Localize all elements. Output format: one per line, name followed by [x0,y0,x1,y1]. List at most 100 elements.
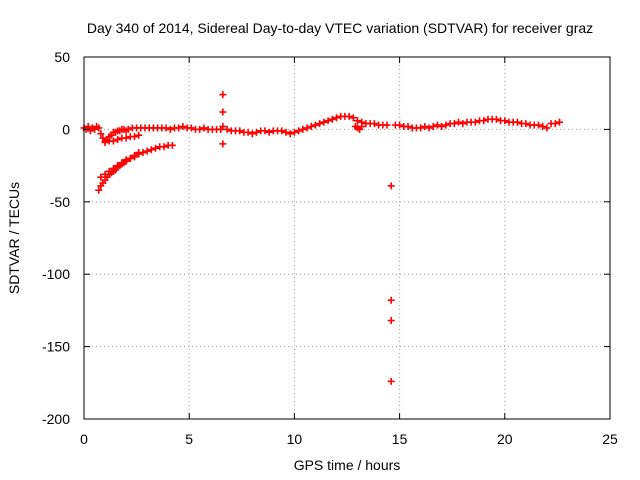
data-point [261,127,269,135]
data-point [84,123,92,131]
data-point [286,130,294,138]
data-point [328,115,336,123]
data-point [480,117,488,125]
data-point [387,296,395,304]
data-point [311,121,319,129]
y-tick-label: -200 [42,411,70,427]
data-point [244,128,252,136]
data-point [307,123,315,131]
data-point [421,123,429,131]
data-point [387,377,395,385]
data-point [166,125,174,133]
data-point [556,118,564,126]
data-point [162,124,170,132]
data-point [522,120,530,128]
data-point [501,117,509,125]
data-point [109,137,117,145]
data-point [152,144,160,152]
data-point [396,121,404,129]
axis-ticks [83,56,611,420]
data-point [459,120,467,128]
data-point [124,125,132,133]
data-point [358,123,366,131]
data-point [219,91,227,99]
data-point [278,127,286,135]
plot-frame [83,56,611,420]
data-point [534,121,542,129]
data-point [122,134,130,142]
data-point [97,130,105,138]
data-point [143,147,151,155]
y-tick-label: -150 [42,339,70,355]
data-point [387,317,395,325]
data-point [122,156,130,164]
data-point [354,117,362,125]
data-point [324,117,332,125]
data-point [551,120,559,128]
data-point [543,124,551,132]
data-point [248,130,256,138]
data-point [219,140,227,148]
data-point [433,121,441,129]
y-tick-labels: -200 -150 -100 -50 0 50 [42,49,70,427]
data-point [219,123,227,131]
x-tick-label: 15 [392,431,408,447]
chart-title: Day 340 of 2014, Sidereal Day-to-day VTE… [87,20,593,36]
x-axis-label: GPS time / hours [294,457,401,473]
data-point [253,128,261,136]
data-point [303,124,311,132]
data-point [187,124,195,132]
data-point [126,154,134,162]
data-points [80,91,564,385]
data-point [349,114,357,122]
x-tick-label: 25 [602,431,618,447]
data-point [290,128,298,136]
data-point [450,120,458,128]
x-tick-label: 0 [80,431,88,447]
data-point [387,182,395,190]
y-tick-label: 0 [62,121,70,137]
data-point [95,186,103,194]
data-point [135,131,143,139]
data-point [429,123,437,131]
y-axis-label: SDTVAR / TECUs [6,182,22,294]
data-point [147,146,155,154]
data-point [320,118,328,126]
data-point [97,173,105,181]
data-point [179,123,187,131]
x-tick-label: 20 [497,431,513,447]
data-point [223,125,231,133]
data-point [345,112,353,120]
data-point [282,128,290,136]
data-point [383,121,391,129]
data-point [200,124,208,132]
data-point [404,123,412,131]
data-point [295,127,303,135]
data-point [332,114,340,122]
data-point [236,127,244,135]
data-point [442,121,450,129]
data-point [175,124,183,132]
data-point [95,124,103,132]
data-point [265,128,273,136]
data-point [135,149,143,157]
data-point [539,123,547,131]
data-point [513,118,521,126]
data-point [417,124,425,132]
data-point [455,118,463,126]
data-point [492,115,500,123]
data-point [160,143,168,151]
data-point [168,141,176,149]
data-point [425,124,433,132]
y-tick-label: 50 [54,49,70,65]
data-point [370,120,378,128]
data-point [219,108,227,116]
data-point [101,138,109,146]
data-point [130,151,138,159]
data-point [438,123,446,131]
data-point [299,125,307,133]
x-tick-labels: 0 5 10 15 20 25 [80,431,618,447]
x-tick-label: 5 [185,431,193,447]
